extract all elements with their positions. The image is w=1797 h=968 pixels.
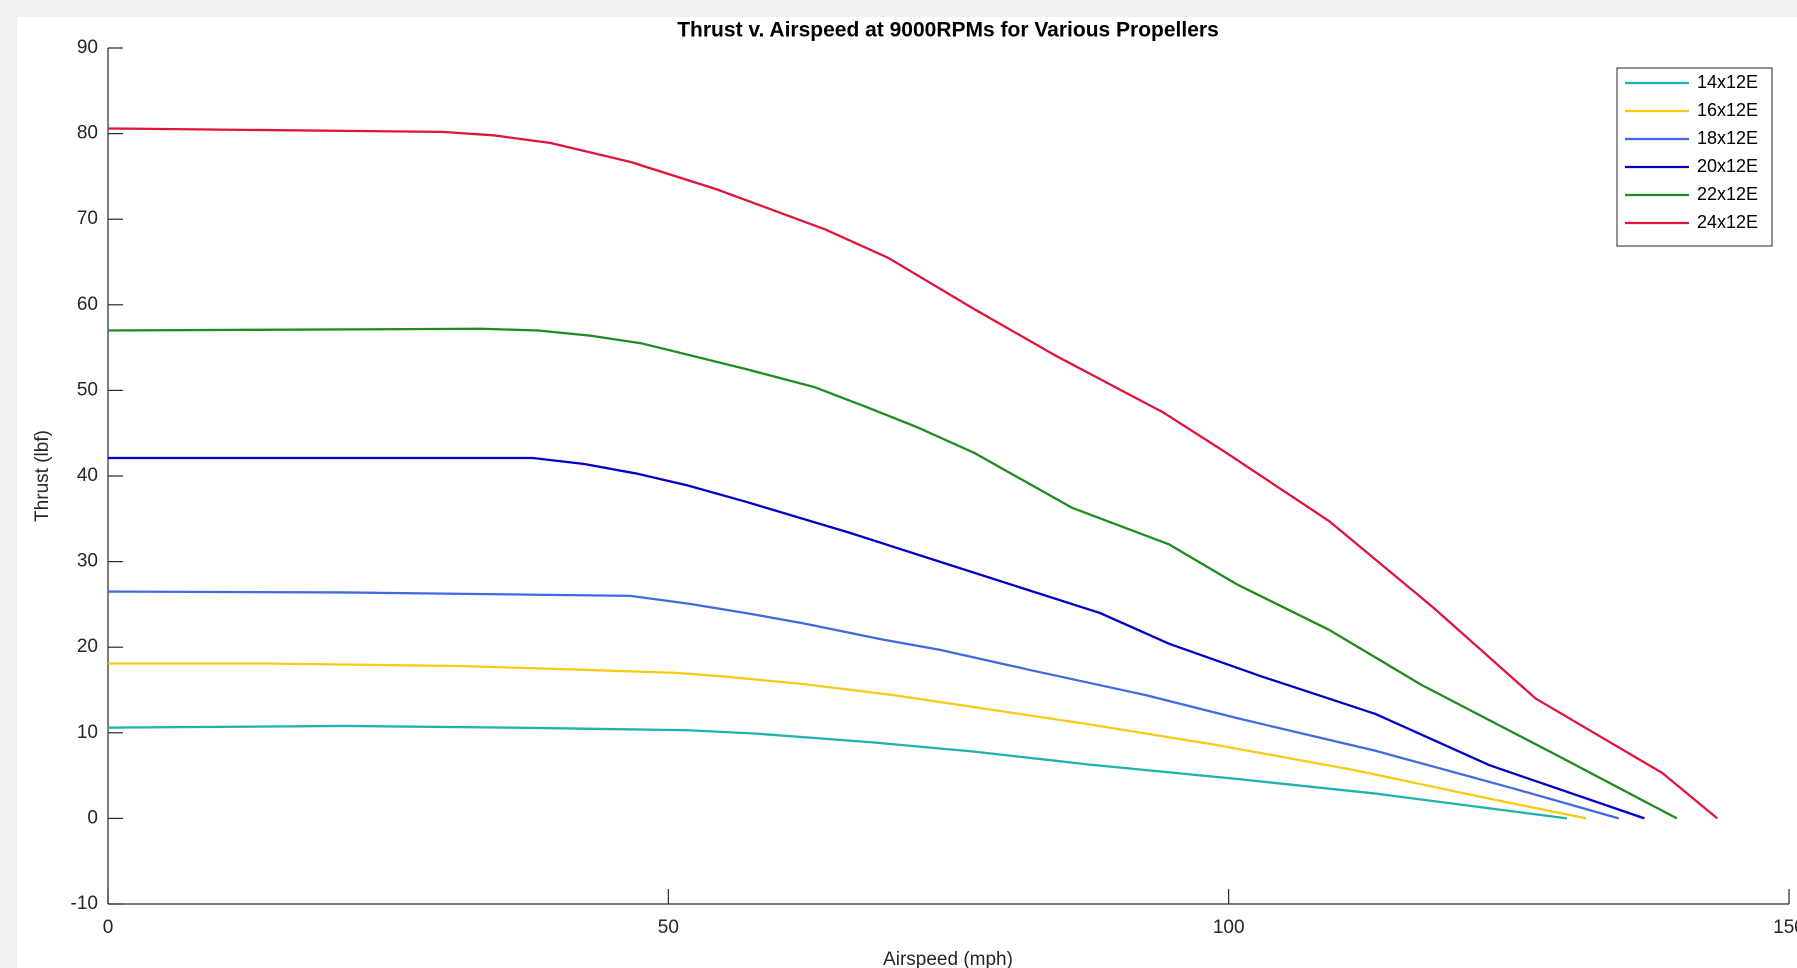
series-line	[108, 662, 1587, 820]
legend-box	[1616, 67, 1773, 247]
series-line	[107, 127, 1719, 820]
y-tick-label: 80	[77, 123, 98, 144]
series-line	[107, 724, 1568, 820]
y-tick-label: 20	[77, 636, 98, 657]
y-axis-label: Thrust (lbf)	[32, 430, 53, 522]
x-tick-label: 0	[103, 917, 114, 938]
y-tick-label: 0	[87, 807, 98, 828]
x-tick-label: 100	[1213, 917, 1245, 938]
chart-title: Thrust v. Airspeed at 9000RPMs for Vario…	[677, 19, 1219, 42]
x-tick-label: 50	[658, 917, 679, 938]
legend-label: 16x12E	[1697, 100, 1758, 120]
y-tick-label: 40	[77, 465, 98, 486]
legend-label: 14x12E	[1697, 72, 1758, 92]
y-tick-label: -10	[71, 893, 98, 914]
y-tick-label: 60	[77, 294, 98, 315]
x-axis-label: Airspeed (mph)	[883, 949, 1013, 968]
legend-label: 24x12E	[1697, 212, 1758, 232]
y-tick-label: 50	[77, 379, 98, 400]
legend-label: 22x12E	[1697, 184, 1758, 204]
figure-background	[17, 17, 1797, 968]
series-line	[107, 590, 1619, 820]
series-line	[107, 327, 1678, 820]
y-tick-label: 70	[77, 208, 98, 229]
legend-label: 18x12E	[1697, 128, 1758, 148]
y-tick-label: 30	[77, 551, 98, 572]
y-tick-label: 90	[77, 37, 98, 58]
series-line	[108, 456, 1645, 820]
x-tick-label: 150	[1773, 917, 1797, 938]
legend-label: 20x12E	[1697, 156, 1758, 176]
y-tick-label: 10	[77, 722, 98, 743]
